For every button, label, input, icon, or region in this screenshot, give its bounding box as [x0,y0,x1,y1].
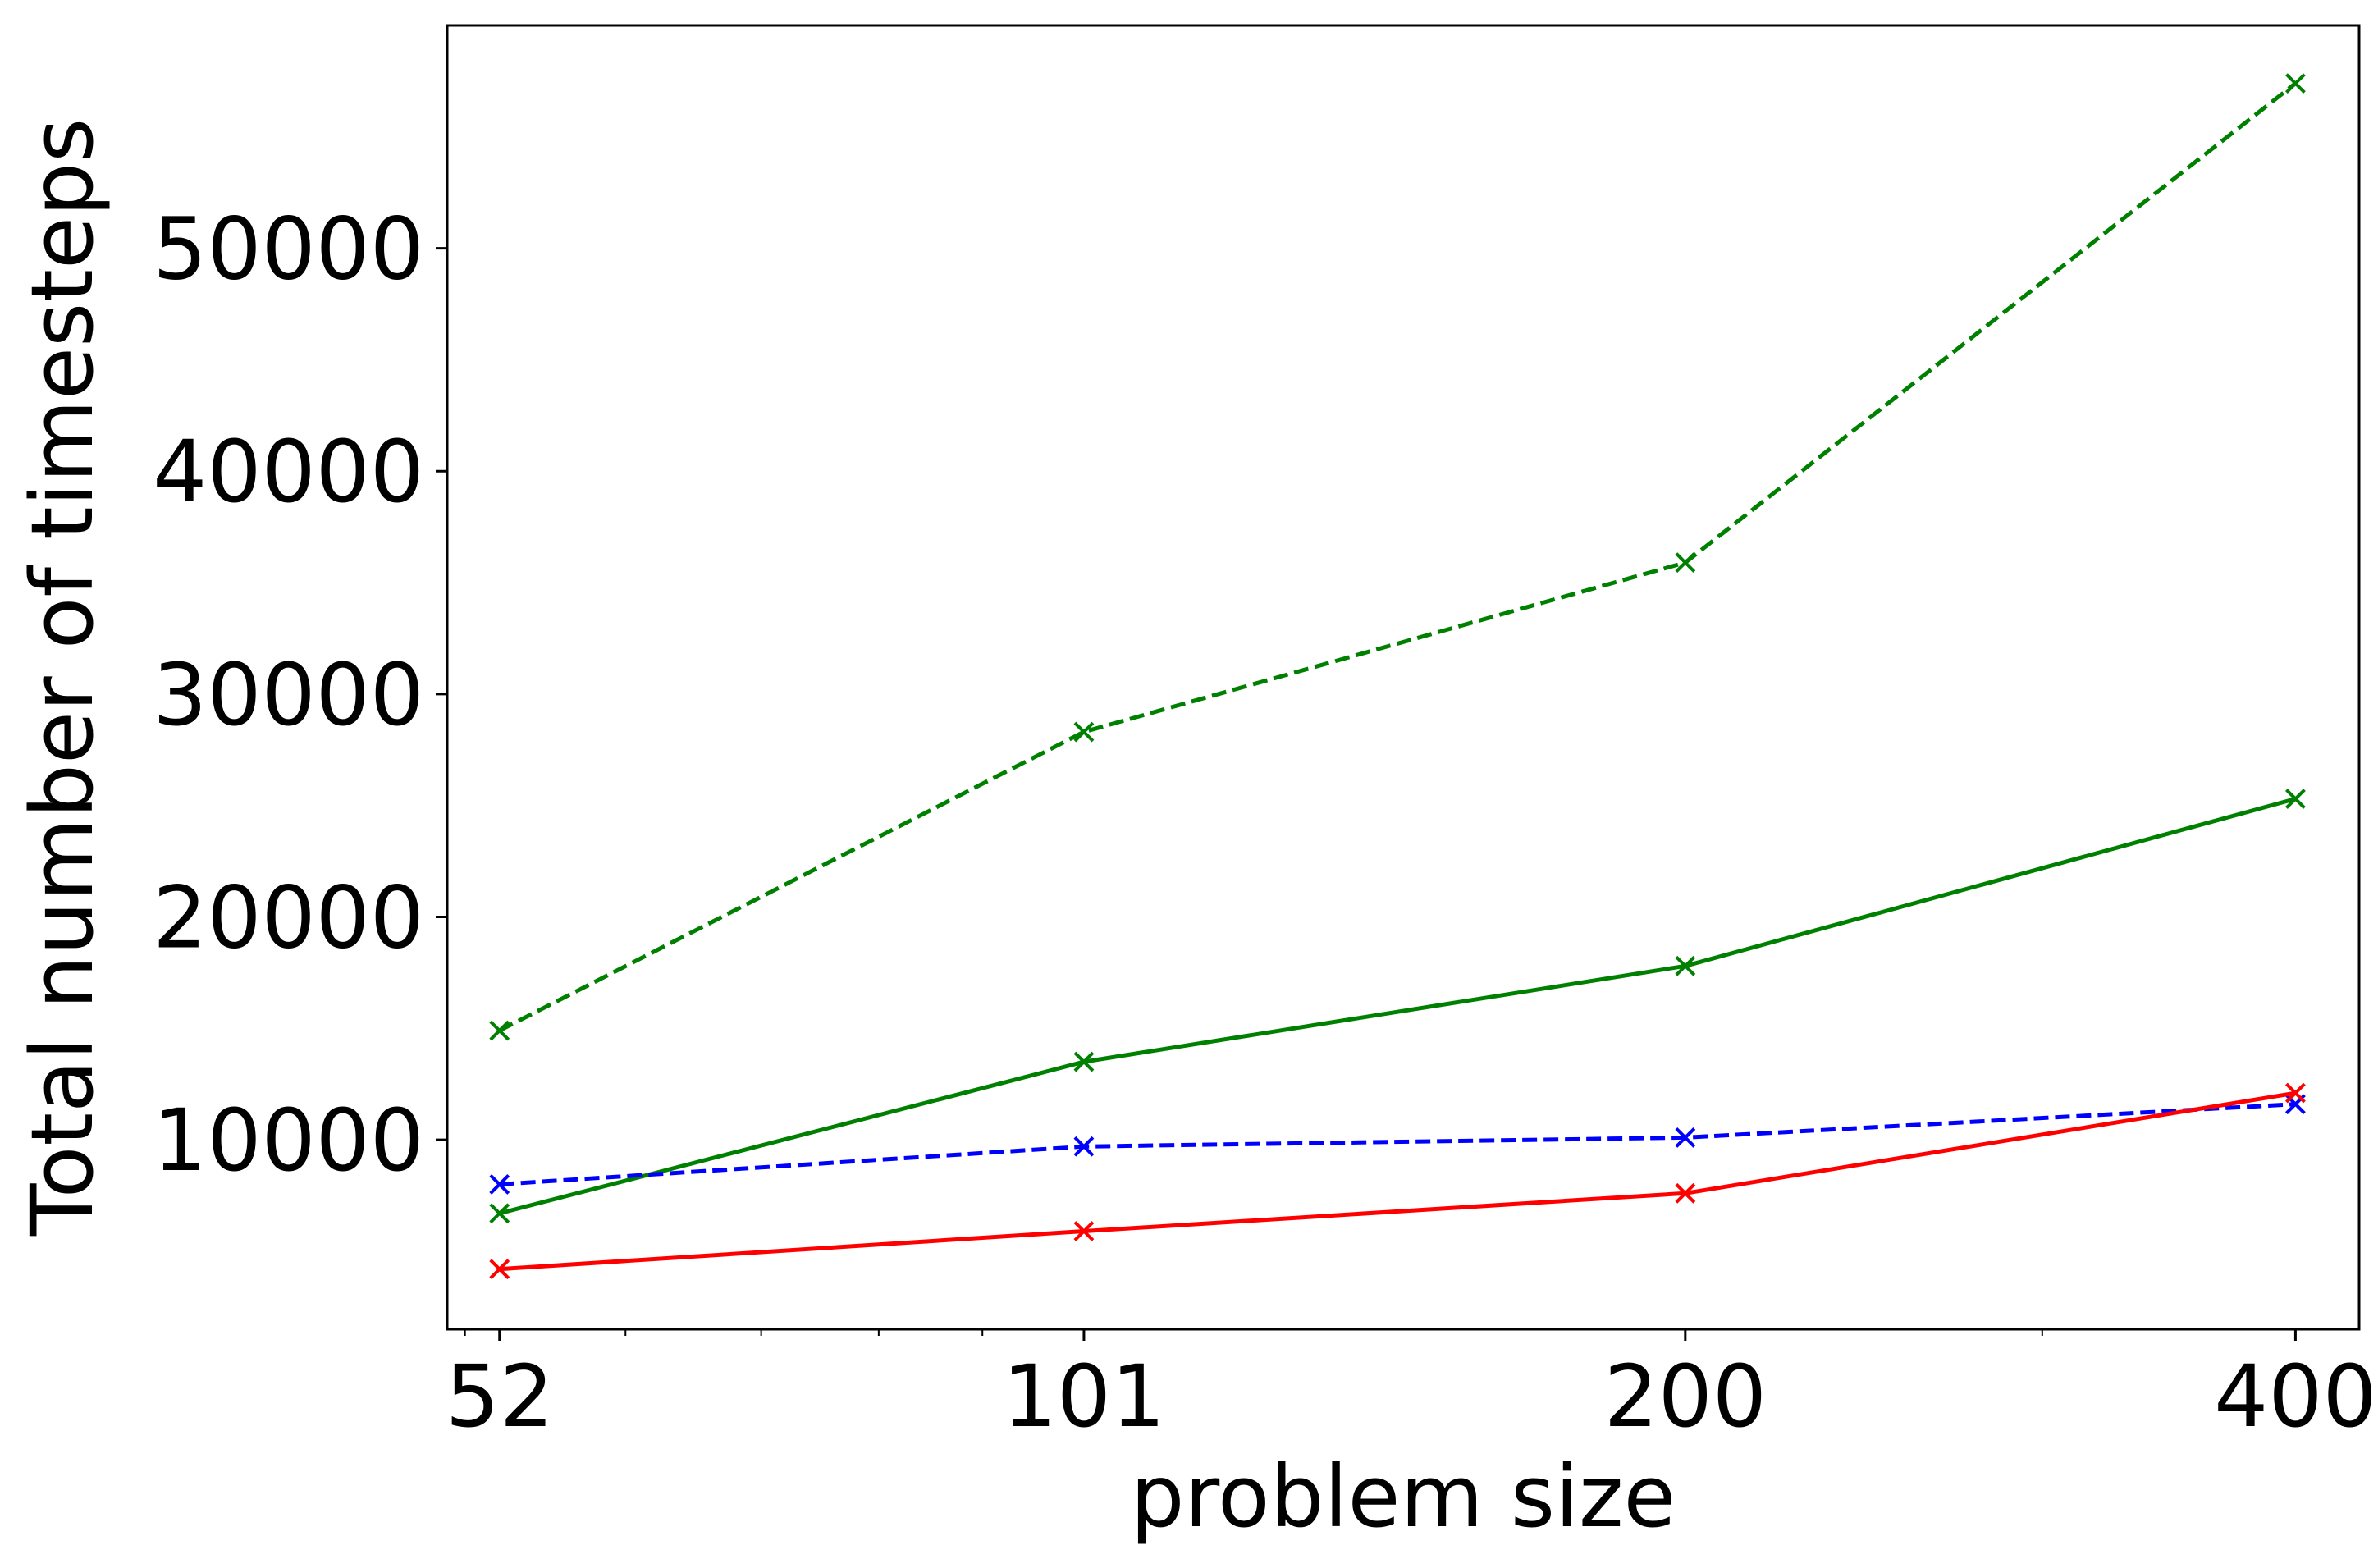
series-2-marker [2285,789,2306,809]
series-line-4 [499,1090,2296,1272]
series-3-marker [1675,1127,1696,1148]
y-tick-label: 20000 [153,867,424,967]
x-tick-label: 101 [1003,1346,1166,1447]
series-4-marker [1073,1221,1095,1241]
series-1-marker [1073,721,1095,743]
series-4-marker [2285,1082,2306,1104]
y-tick-label: 30000 [153,645,424,745]
series-2-marker [1073,1051,1095,1072]
y-axis-title: Total number of timesteps [12,118,112,1237]
x-tick-label: 200 [1604,1346,1767,1447]
x-axis-title: problem size [1130,1447,1676,1547]
x-axis: 52 101 200 400 [446,1329,2377,1447]
series-line-2 [499,797,2297,1216]
series-line-3 [499,1102,2296,1186]
series-2-marker [489,1203,510,1224]
series-3-marker [1073,1136,1095,1157]
y-tick-label: 50000 [153,199,424,299]
x-tick-label: 52 [446,1346,554,1447]
series-line-1 [498,81,2297,1033]
x-tick-label: 400 [2214,1346,2377,1447]
series-1-marker [1675,552,1696,574]
plot-frame [446,24,2361,1331]
series-3-marker [489,1174,510,1195]
y-axis: 10000 20000 30000 40000 50000 [153,199,447,1191]
series-4-marker [489,1259,510,1280]
series-2-marker [1675,955,1696,976]
y-tick-label: 10000 [153,1090,424,1191]
series-1-marker [2285,73,2306,94]
series-layer [489,73,2306,1280]
series-4-marker [1675,1182,1696,1204]
y-tick-label: 40000 [153,422,424,522]
series-1-marker [489,1020,510,1041]
